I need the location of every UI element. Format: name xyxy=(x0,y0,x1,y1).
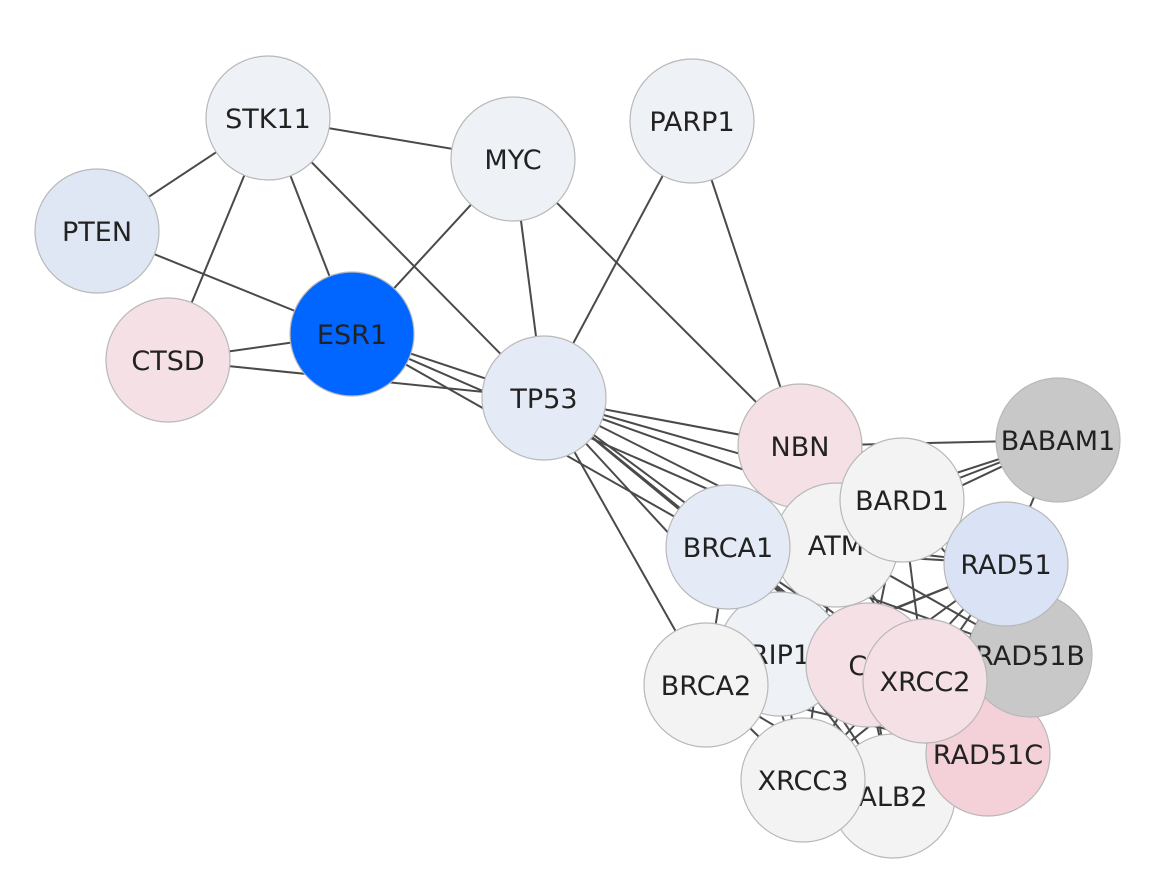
node-label-pten: PTEN xyxy=(62,217,132,248)
node-label-ctsd: CTSD xyxy=(131,346,204,377)
node-parp1[interactable]: PARP1 xyxy=(629,58,755,184)
node-myc[interactable]: MYC xyxy=(450,96,576,222)
node-pten[interactable]: PTEN xyxy=(34,168,160,294)
node-label-rad51b: RAD51B xyxy=(975,641,1085,672)
node-circle-parp1[interactable] xyxy=(629,58,755,184)
node-label-xrcc3: XRCC3 xyxy=(758,766,849,797)
node-label-palb2: ALB2 xyxy=(858,782,927,813)
node-bard1[interactable]: BARD1 xyxy=(839,437,965,563)
node-brca2[interactable]: BRCA2 xyxy=(643,622,769,748)
node-circle-xrcc3[interactable] xyxy=(740,717,866,843)
node-label-myc: MYC xyxy=(484,145,541,176)
node-ctsd[interactable]: CTSD xyxy=(105,297,231,423)
node-label-esr1: ESR1 xyxy=(317,320,387,351)
node-circle-tp53[interactable] xyxy=(481,335,607,461)
node-layer: STK11 MYC PARP1 PTEN CTSD ESR1 TP53 ALB2 XRCC3 RA… xyxy=(34,55,1121,859)
node-nbn[interactable]: NBN xyxy=(737,383,863,509)
node-label-parp1: PARP1 xyxy=(649,107,734,138)
edge-stk11-tp53 xyxy=(267,117,545,399)
node-label-bard1: BARD1 xyxy=(855,486,949,517)
node-circle-xrcc2[interactable] xyxy=(862,618,988,744)
node-label-stk11: STK11 xyxy=(225,104,311,135)
node-tp53[interactable]: TP53 xyxy=(481,335,607,461)
node-circle-bard1[interactable] xyxy=(839,437,965,563)
node-label-tp53: TP53 xyxy=(509,384,577,415)
node-rad51[interactable]: RAD51 xyxy=(943,501,1069,627)
node-circle-esr1[interactable] xyxy=(289,271,415,397)
node-babam1[interactable]: BABAM1 xyxy=(995,377,1121,503)
node-brca1[interactable]: BRCA1 xyxy=(665,484,791,610)
node-circle-rad51[interactable] xyxy=(943,501,1069,627)
node-label-nbn: NBN xyxy=(771,432,830,463)
node-circle-stk11[interactable] xyxy=(205,55,331,181)
node-label-rad51: RAD51 xyxy=(960,550,1051,581)
node-circle-pten[interactable] xyxy=(34,168,160,294)
node-xrcc3[interactable]: XRCC3 xyxy=(740,717,866,843)
node-esr1[interactable]: ESR1 xyxy=(289,271,415,397)
node-label-rad51c: RAD51C xyxy=(933,740,1043,771)
edge-myc-nbn xyxy=(512,158,801,447)
node-label-brca2: BRCA2 xyxy=(661,671,751,702)
node-xrcc2[interactable]: XRCC2 xyxy=(862,618,988,744)
node-circle-myc[interactable] xyxy=(450,96,576,222)
node-circle-brca2[interactable] xyxy=(643,622,769,748)
node-label-xrcc2: XRCC2 xyxy=(880,667,971,698)
node-circle-brca1[interactable] xyxy=(665,484,791,610)
node-circle-ctsd[interactable] xyxy=(105,297,231,423)
node-label-brca1: BRCA1 xyxy=(683,533,773,564)
node-stk11[interactable]: STK11 xyxy=(205,55,331,181)
node-circle-babam1[interactable] xyxy=(995,377,1121,503)
node-label-babam1: BABAM1 xyxy=(1001,426,1115,457)
